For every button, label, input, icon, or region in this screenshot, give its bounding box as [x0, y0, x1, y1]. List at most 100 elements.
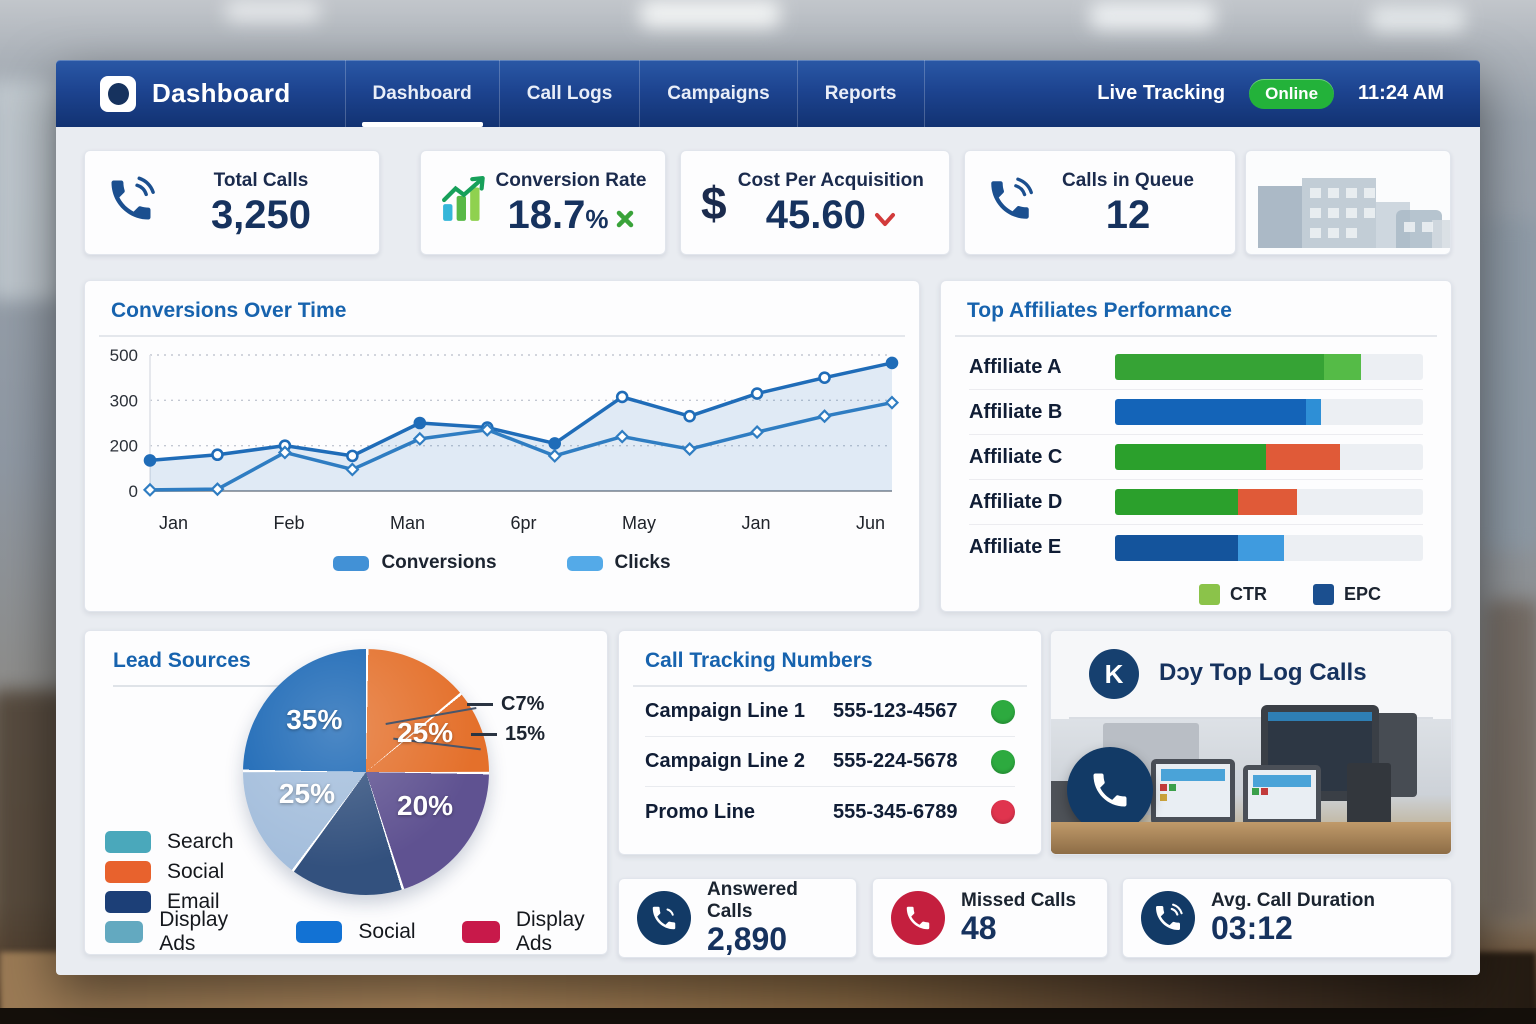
pie-legend: Search Social Email [105, 827, 234, 917]
tracking-row: Campaign Line 1 555-123-4567 [645, 687, 1015, 737]
status-dot [991, 749, 1015, 774]
phone-icon [891, 891, 945, 945]
photo-card-header: K Dɔy Top Log Calls [1051, 631, 1451, 719]
kpi-value: 03:12 [1211, 910, 1293, 947]
pie-slice-label: 20% [397, 790, 454, 822]
main-nav: Dashboard Call Logs Campaigns Reports [344, 60, 925, 127]
pie-slice-label: 25% [278, 778, 335, 810]
office-desk-photo [1051, 705, 1451, 854]
green-x-icon [616, 194, 634, 236]
legend-item-social: Social [105, 857, 234, 887]
divider [113, 685, 363, 687]
legend-swatch [1312, 584, 1334, 605]
ceiling-light [1370, 6, 1465, 32]
top-affiliates-panel: Top Affiliates Performance Affiliate A A… [940, 280, 1452, 612]
panel-title: Conversions Over Time [111, 299, 347, 322]
phone-icon [105, 174, 157, 231]
kpi-label: Answered Calls [707, 879, 798, 923]
bar-track [1115, 399, 1423, 425]
nav-item-call-logs[interactable]: Call Logs [498, 60, 640, 127]
chart-legend: CTR EPC [941, 570, 1451, 605]
legend-swatch [333, 555, 370, 571]
phone-icon [1141, 891, 1195, 945]
skyline-graphic [1245, 150, 1451, 255]
legend-item-email: Email [105, 887, 234, 917]
chart-legend: Conversions Clicks [85, 552, 919, 574]
kpi-value: 2,890 [707, 921, 788, 958]
legend-item-social-alt: Social [296, 917, 416, 947]
furniture-blur [1486, 600, 1536, 920]
kpi-label: Calls in Queue [1062, 169, 1194, 191]
legend-item-conversions: Conversions [333, 552, 497, 574]
kpi-value: 3,250 [210, 192, 312, 237]
app-logo[interactable] [100, 75, 136, 112]
wall-blur [1482, 220, 1536, 550]
line-chart: 500 300 200 0 [110, 346, 900, 501]
active-tab-underline [361, 122, 483, 127]
nav-item-campaigns[interactable]: Campaigns [639, 60, 796, 127]
phone-icon [1067, 747, 1153, 833]
svg-text:300: 300 [110, 391, 138, 410]
conversions-over-time-panel: Conversions Over Time 500 300 200 0 Jan Feb… [84, 280, 920, 612]
bar-track [1115, 489, 1423, 515]
legend-item-display-ads-alt: Display Ads [461, 908, 607, 955]
photo-card-title: Dɔy Top Log Calls [1159, 659, 1367, 686]
nav-item-dashboard[interactable]: Dashboard [344, 60, 499, 127]
trend-bars-icon [441, 176, 491, 229]
panel-title: Top Affiliates Performance [967, 299, 1232, 322]
tracking-row: Promo Line 555-345-6789 [645, 787, 1015, 837]
k-badge-icon: K [1089, 649, 1139, 699]
bar-track [1115, 444, 1423, 470]
kpi-card-avg-call-duration: Avg. Call Duration 03:12 [1122, 878, 1452, 958]
divider [1069, 717, 1433, 719]
affiliate-row: Affiliate C [969, 435, 1423, 480]
legend-item-ctr: CTR [1198, 584, 1267, 605]
desk-edge [0, 1008, 1536, 1024]
kpi-card-cost-per-acquisition: $ Cost Per Acquisition 45.60 [680, 150, 950, 255]
x-axis-labels: Jan Feb Man 6pr May Jan Jun [159, 513, 885, 533]
pie-legend-extra: Display Ads Social Display Ads [105, 908, 607, 955]
affiliate-row: Affiliate E [969, 525, 1423, 570]
kpi-label: Avg. Call Duration [1211, 890, 1375, 912]
nav-item-reports[interactable]: Reports [796, 60, 925, 127]
brand-title: Dashboard [152, 78, 291, 108]
status-dot [991, 699, 1015, 724]
affiliate-row: Affiliate D [969, 480, 1423, 525]
pie-slice-label: 25% [397, 716, 454, 748]
svg-text:500: 500 [110, 346, 138, 365]
bar-track [1115, 534, 1423, 561]
kpi-card-answered-calls: Answered Calls 2,890 [618, 878, 857, 958]
legend-swatch [566, 555, 603, 571]
tracking-row: Campaign Line 2 555-224-5678 [645, 737, 1015, 787]
ceiling-light [225, 0, 320, 22]
divider [633, 685, 1027, 687]
pie-slice-label: 35% [286, 704, 343, 736]
kpi-card-missed-calls: Missed Calls 48 [872, 878, 1108, 958]
legend-item-display-ads: Display Ads [105, 908, 250, 955]
panel-title: Call Tracking Numbers [645, 649, 873, 672]
kpi-value: 48 [961, 910, 997, 947]
bar-track [1115, 354, 1423, 380]
legend-item-clicks: Clicks [566, 552, 671, 574]
live-tracking-label: Live Tracking [1097, 82, 1226, 104]
affiliate-row: Affiliate A [969, 345, 1423, 390]
panel-title: Lead Sources [113, 649, 251, 672]
window-light [0, 80, 60, 300]
dashboard-window: Dashboard Dashboard Call Logs Campaigns … [56, 60, 1480, 975]
phone-icon [637, 891, 691, 945]
kpi-label: Cost Per Acquisition [737, 169, 924, 191]
ceiling-light [1090, 2, 1215, 30]
top-log-calls-card: K Dɔy Top Log Calls [1050, 630, 1452, 855]
top-navigation-bar: Dashboard Dashboard Call Logs Campaigns … [56, 60, 1480, 127]
kpi-card-conversion-rate: Conversion Rate 18.7% [420, 150, 666, 255]
affiliate-row: Affiliate B [969, 390, 1423, 435]
kpi-label: Conversion Rate [495, 169, 647, 191]
kpi-value: 12 [1105, 192, 1151, 237]
kpi-label: Missed Calls [961, 890, 1077, 912]
call-tracking-panel: Call Tracking Numbers Campaign Line 1 55… [618, 630, 1042, 855]
kpi-card-total-calls: Total Calls 3,250 [84, 150, 380, 255]
dollar-icon: $ [701, 176, 727, 229]
kpi-card-calls-in-queue: Calls in Queue 12 [964, 150, 1236, 255]
pie-chart: 35% 25% 25% 20% [243, 649, 489, 895]
